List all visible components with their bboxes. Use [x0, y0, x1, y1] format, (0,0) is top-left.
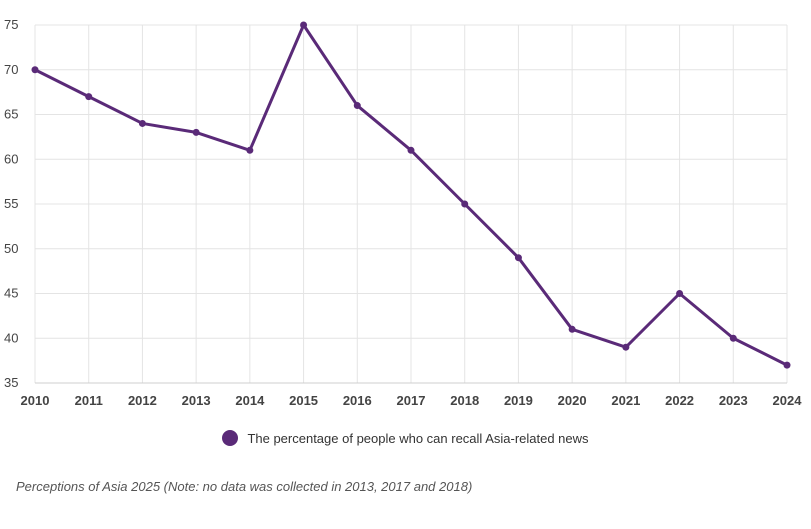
- data-point: [300, 21, 308, 29]
- data-point: [729, 334, 737, 342]
- data-point: [783, 361, 791, 369]
- grid: [34, 24, 788, 384]
- data-point: [622, 343, 630, 351]
- x-tick-label: 2020: [558, 393, 587, 408]
- legend: The percentage of people who can recall …: [0, 430, 811, 446]
- y-tick-label: 60: [4, 151, 18, 166]
- x-tick-label: 2019: [504, 393, 533, 408]
- legend-marker-icon[interactable]: [222, 430, 239, 446]
- y-tick-label: 75: [4, 17, 18, 32]
- data-point: [568, 325, 576, 333]
- x-tick-label: 2017: [397, 393, 426, 408]
- data-point: [676, 290, 684, 297]
- y-tick-label: 35: [4, 375, 18, 390]
- data-point: [31, 66, 39, 74]
- y-tick-label: 40: [4, 330, 18, 345]
- data-point: [85, 93, 93, 101]
- series-layer: [31, 21, 791, 369]
- x-tick-label: 2022: [665, 393, 694, 408]
- data-point: [138, 119, 146, 127]
- y-tick-label: 70: [4, 62, 18, 77]
- y-tick-label: 65: [4, 107, 18, 122]
- x-tick-label: 2015: [289, 393, 318, 408]
- y-tick-label: 50: [4, 241, 18, 256]
- x-tick-label: 2012: [128, 393, 157, 408]
- x-tick-label: 2013: [182, 393, 211, 408]
- footnote: Perceptions of Asia 2025 (Note: no data …: [16, 479, 473, 494]
- x-tick-label: 2024: [773, 393, 803, 408]
- y-tick-label: 45: [4, 286, 18, 301]
- data-point: [353, 102, 361, 110]
- data-point: [407, 146, 415, 154]
- data-point: [246, 146, 254, 154]
- data-point: [514, 254, 522, 262]
- x-tick-label: 2023: [719, 393, 748, 408]
- y-axis-ticks: 35 40 45 50 55 60 65 70 75: [4, 17, 18, 390]
- data-point: [461, 200, 469, 208]
- x-tick-label: 2016: [343, 393, 372, 408]
- data-point: [192, 128, 200, 136]
- x-tick-label: 2010: [21, 393, 50, 408]
- x-tick-label: 2011: [75, 393, 103, 408]
- y-tick-label: 55: [4, 196, 18, 211]
- legend-label: The percentage of people who can recall …: [247, 430, 589, 446]
- x-tick-label: 2014: [235, 393, 265, 408]
- x-tick-label: 2018: [450, 393, 479, 408]
- x-axis-ticks: 2010 2011 2012 2013 2014 2015 2016 2017 2018 2019…: [21, 393, 803, 408]
- x-tick-label: 2021: [611, 393, 640, 408]
